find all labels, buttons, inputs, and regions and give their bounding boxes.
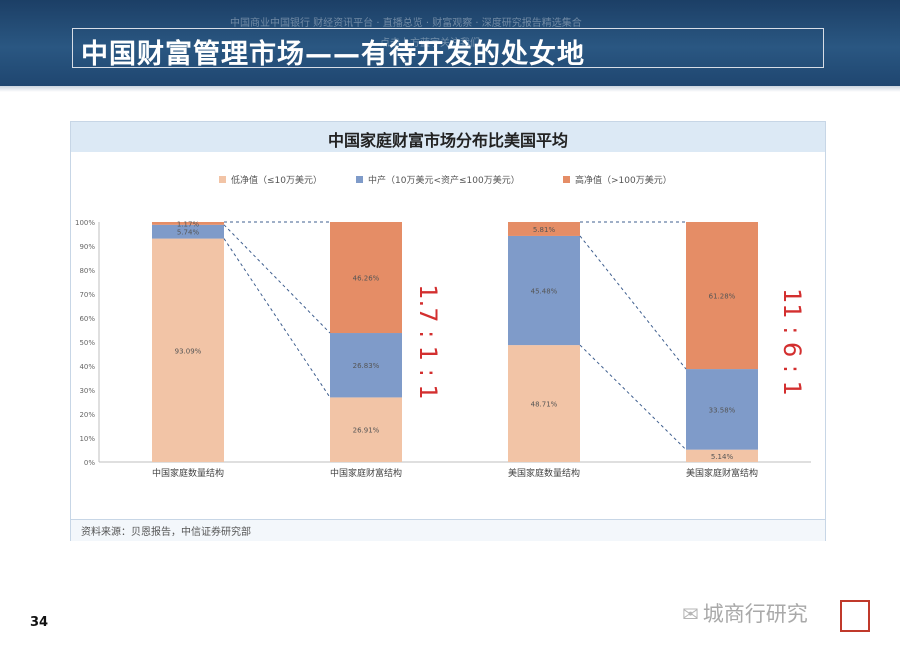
- x-tick-label: 美国家庭财富结构: [686, 467, 758, 479]
- x-tick-label: 美国家庭数量结构: [508, 467, 580, 479]
- bar-segment: [686, 222, 758, 370]
- y-tick-label: 80%: [79, 267, 95, 275]
- y-tick-label: 10%: [79, 435, 95, 443]
- page-title: 中国财富管理市场——有待开发的处女地: [81, 39, 585, 70]
- data-label: 5.74%: [177, 229, 200, 237]
- wechat-account-label: 城商行研究: [702, 602, 808, 626]
- connector-line: [579, 344, 687, 451]
- x-tick-label: 中国家庭数量结构: [152, 467, 224, 479]
- bar-segment: [686, 369, 758, 450]
- data-label: 5.14%: [711, 453, 734, 461]
- y-tick-label: 90%: [79, 243, 95, 251]
- header-watermark-subline: 点击上方蓝字关注我们: [380, 38, 480, 49]
- chart-title: 中国家庭财富市场分布比美国平均: [327, 131, 568, 150]
- legend-label: 高净值（>100万美元）: [575, 174, 672, 186]
- y-tick-label: 60%: [79, 315, 95, 323]
- stacked-bar-chart: 低净值（≤10万美元） 中产（10万美元<资产≤100万美元） 高净值（>100万美…: [75, 174, 811, 479]
- y-tick-label: 0%: [84, 459, 95, 467]
- header-band: 中国商业中国银行 财经资讯平台 · 直播总览 · 财富观察 · 深度研究报告精选…: [0, 0, 900, 86]
- y-tick-label: 50%: [79, 339, 95, 347]
- source-note: 资料来源：贝恩报告，中信证券研究部: [81, 527, 251, 538]
- legend-swatch: [356, 176, 363, 183]
- bar-segment: [330, 222, 402, 334]
- connector-line: [223, 224, 331, 334]
- bar-segment: [152, 222, 224, 225]
- x-tick-label: 中国家庭财富结构: [330, 467, 402, 479]
- source-bar: 资料来源：贝恩报告，中信证券研究部: [71, 519, 825, 541]
- bar-segment: [330, 397, 402, 462]
- header-divider: [0, 86, 900, 92]
- data-label: 46.26%: [353, 275, 380, 283]
- bar-segment: [152, 238, 224, 462]
- data-label: 48.71%: [531, 401, 558, 409]
- bar-segment: [330, 333, 402, 398]
- bar-segment: [686, 449, 758, 462]
- data-label: 5.81%: [533, 226, 556, 234]
- bar-segment: [508, 235, 580, 346]
- data-label: 45.48%: [531, 288, 558, 296]
- y-tick-label: 40%: [79, 363, 95, 371]
- data-label: 93.09%: [175, 347, 202, 355]
- data-label: 26.83%: [353, 362, 380, 370]
- bar-segment: [508, 345, 580, 462]
- wechat-icon: ✉: [682, 602, 699, 626]
- y-tick-label: 100%: [75, 219, 95, 227]
- connector-line: [223, 238, 331, 398]
- ratio-annotation: 11 : 6 : 1: [778, 288, 806, 396]
- data-label: 61.28%: [709, 293, 736, 301]
- y-tick-label: 20%: [79, 411, 95, 419]
- legend-label: 低净值（≤10万美元）: [231, 174, 322, 186]
- data-label: 1.17%: [177, 220, 200, 228]
- chart-title-bar: 中国家庭财富市场分布比美国平均: [71, 122, 825, 152]
- chart-panel: 中国家庭财富市场分布比美国平均 低净值（≤10万美元） 中产（10万美元<资产≤1…: [70, 121, 826, 541]
- ratio-annotation: 1.7 : 1 : 1: [414, 284, 442, 399]
- header-watermark-line: 中国商业中国银行 财经资讯平台 · 直播总览 · 财富观察 · 深度研究报告精选…: [230, 18, 582, 29]
- legend-swatch: [219, 176, 226, 183]
- data-label: 26.91%: [353, 427, 380, 435]
- wechat-watermark: ✉ 城商行研究: [682, 598, 808, 632]
- data-label: 33.58%: [709, 406, 736, 414]
- bar-segment: [152, 224, 224, 239]
- bar-segment: [508, 222, 580, 236]
- y-tick-label: 70%: [79, 291, 95, 299]
- connector-line: [579, 235, 687, 370]
- red-seal-stamp: [840, 600, 870, 632]
- legend-label: 中产（10万美元<资产≤100万美元）: [368, 174, 520, 186]
- y-tick-label: 30%: [79, 387, 95, 395]
- page-number: 34: [30, 615, 49, 630]
- legend-swatch: [563, 176, 570, 183]
- title-frame: 中国财富管理市场——有待开发的处女地: [72, 28, 824, 70]
